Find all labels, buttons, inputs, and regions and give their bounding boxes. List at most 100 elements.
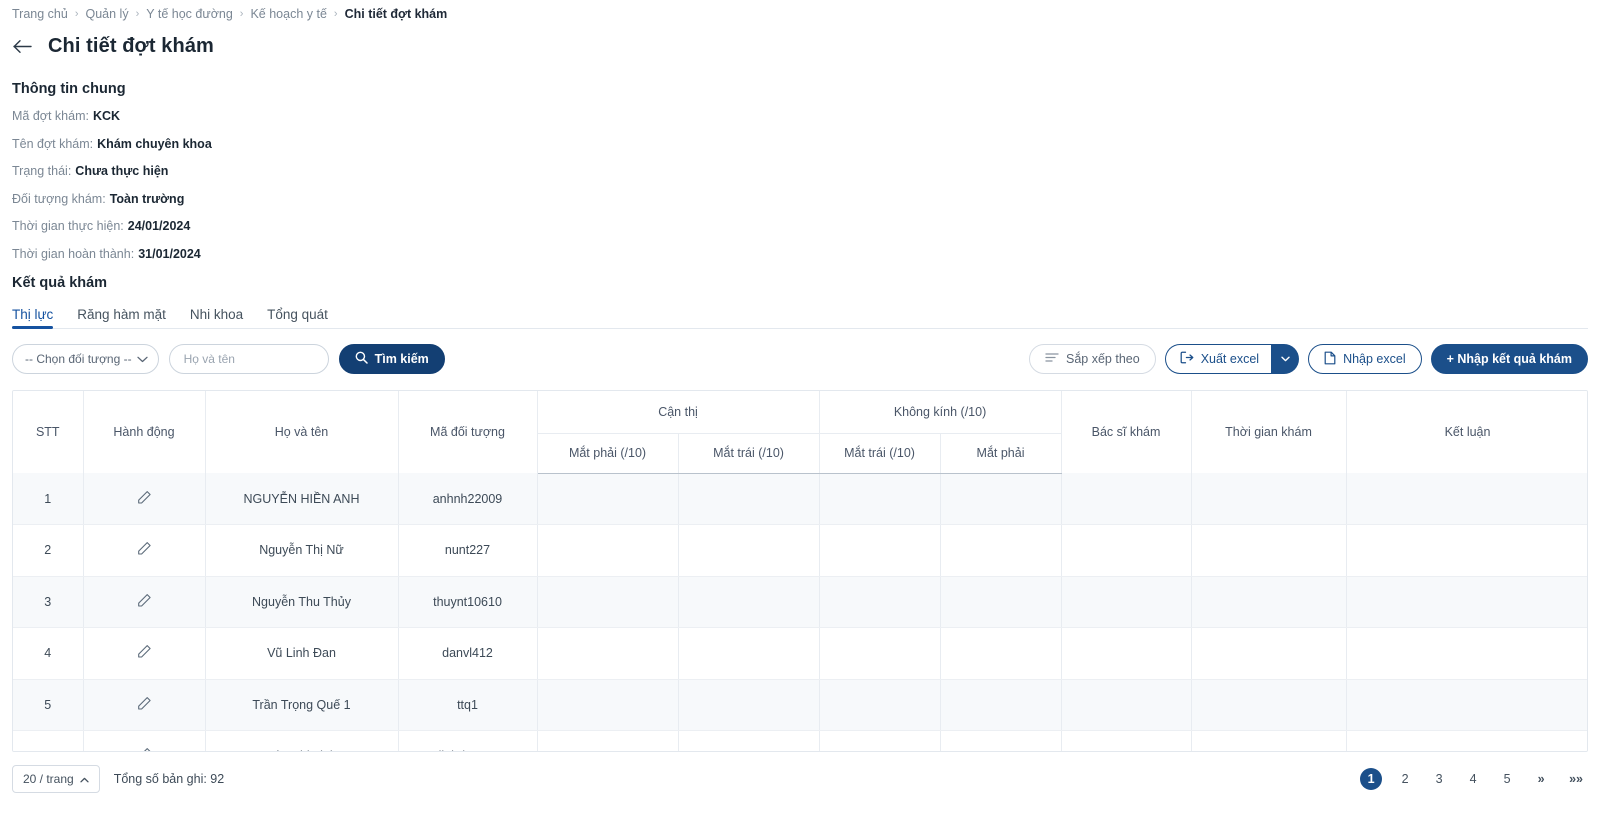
breadcrumb-item-home[interactable]: Trang chủ <box>12 7 68 21</box>
pencil-icon[interactable] <box>137 644 152 659</box>
page-2-button[interactable]: 2 <box>1401 772 1409 786</box>
table-row[interactable]: 5 Trần Trọng Quế 1 ttq1 <box>13 679 1587 731</box>
pencil-icon[interactable] <box>137 490 152 505</box>
cell-conclusion <box>1346 576 1587 628</box>
toolbar-left: -- Chọn đối tượng -- Tìm kiếm <box>12 344 445 374</box>
search-name-input[interactable] <box>168 344 329 374</box>
table-row[interactable]: 4 Vũ Linh Đan danvl412 <box>13 627 1587 680</box>
cell-canthi-left[interactable] <box>678 473 820 525</box>
arrow-left-icon[interactable] <box>12 36 32 56</box>
cell-canthi-right[interactable] <box>537 627 679 680</box>
info-label: Thời gian hoàn thành: <box>12 246 135 261</box>
cell-khongkinh-left[interactable] <box>819 730 941 751</box>
tab-rang-ham-mat[interactable]: Răng hàm mặt <box>77 307 166 322</box>
cell-khongkinh-left[interactable] <box>819 576 941 628</box>
page-5-button[interactable]: 5 <box>1503 772 1511 786</box>
cell-name: Nguyễn Thu Thủy <box>205 576 399 628</box>
general-info-list: Mã đợt khám: KCK Tên đợt khám: Khám chuyên… <box>12 110 1588 260</box>
cell-code: linhdt6829 <box>398 730 538 751</box>
table-group-header-row: STT Hành động Họ và tên Mã đối tượng Cận… <box>13 391 1587 473</box>
search-button[interactable]: Tìm kiếm <box>338 344 445 374</box>
table-row[interactable]: 3 Nguyễn Thu Thủy thuynt10610 <box>13 576 1587 628</box>
cell-doctor <box>1061 679 1192 731</box>
cell-khongkinh-right[interactable] <box>940 730 1062 751</box>
breadcrumb-separator-icon: › <box>239 8 244 20</box>
cell-conclusion <box>1346 473 1587 525</box>
th-group-khong-kinh: Không kính (/10) <box>819 391 1062 434</box>
cell-canthi-right[interactable] <box>537 473 679 525</box>
import-excel-button[interactable]: Nhập excel <box>1308 344 1422 374</box>
cell-canthi-right[interactable] <box>537 524 679 577</box>
info-value: 31/01/2024 <box>138 246 201 261</box>
cell-khongkinh-right[interactable] <box>940 473 1062 525</box>
table-row[interactable]: 6 Đào Thị Linh linhdt6829 <box>13 730 1587 751</box>
tab-tong-quat[interactable]: Tổng quát <box>267 307 328 322</box>
export-excel-button[interactable]: Xuất excel <box>1164 344 1272 374</box>
info-label: Trạng thái: <box>12 164 72 178</box>
cell-canthi-right[interactable] <box>537 576 679 628</box>
next-page-button[interactable]: » <box>1537 772 1545 786</box>
cell-canthi-left[interactable] <box>678 627 820 680</box>
page-1-button[interactable]: 1 <box>1360 768 1383 790</box>
breadcrumb-item-health-plan[interactable]: Kế hoạch y tế <box>250 7 327 21</box>
search-icon <box>355 351 368 367</box>
subject-select[interactable]: -- Chọn đối tượng -- <box>12 344 159 374</box>
cell-time <box>1191 679 1347 731</box>
cell-time <box>1191 473 1347 525</box>
cell-canthi-left[interactable] <box>678 576 820 628</box>
per-page-label: 20 / trang <box>23 772 74 786</box>
cell-canthi-left[interactable] <box>678 730 820 751</box>
cell-canthi-right[interactable] <box>537 679 679 731</box>
cell-name: Đào Thị Linh <box>205 730 399 751</box>
sort-lines-icon <box>1045 352 1059 366</box>
th-canthi-right: Mắt phải (/10) <box>537 433 679 474</box>
cell-khongkinh-left[interactable] <box>819 473 941 525</box>
cell-code: ttq1 <box>398 679 538 731</box>
cell-khongkinh-left[interactable] <box>819 524 941 577</box>
cell-name: NGUYỄN HIỀN ANH <box>205 473 399 525</box>
pencil-icon[interactable] <box>137 593 152 608</box>
export-excel-dropdown-toggle[interactable] <box>1271 344 1300 374</box>
enter-result-button[interactable]: + Nhập kết quả khám <box>1430 344 1588 374</box>
cell-canthi-left[interactable] <box>678 524 820 577</box>
per-page-select[interactable]: 20 / trang <box>12 765 100 793</box>
page-4-button[interactable]: 4 <box>1469 772 1477 786</box>
sort-button[interactable]: Sắp xếp theo <box>1029 344 1156 374</box>
cell-khongkinh-right[interactable] <box>940 679 1062 731</box>
total-records-label: Tổng số bản ghi: 92 <box>113 772 225 786</box>
table-row[interactable]: 2 Nguyễn Thị Nữ nunt227 <box>13 524 1587 577</box>
cell-conclusion <box>1346 524 1587 577</box>
cell-doctor <box>1061 473 1192 525</box>
results-heading: Kết quả khám <box>12 275 108 291</box>
page-title: Chi tiết đợt khám <box>48 34 214 57</box>
cell-khongkinh-left[interactable] <box>819 627 941 680</box>
cell-canthi-right[interactable] <box>537 730 679 751</box>
th-code: Mã đối tượng <box>398 391 538 473</box>
chevron-down-icon <box>136 352 148 366</box>
export-icon <box>1180 351 1194 367</box>
info-row-target: Đối tượng khám: Toàn trường <box>12 191 1588 206</box>
breadcrumb-item-school-health[interactable]: Y tế học đường <box>146 7 233 21</box>
info-value: 24/01/2024 <box>127 219 191 233</box>
table-row[interactable]: 1 NGUYỄN HIỀN ANH anhnh22009 <box>13 473 1587 525</box>
info-label: Tên đợt khám: <box>12 136 94 151</box>
page-3-button[interactable]: 3 <box>1435 772 1443 786</box>
tab-nhi-khoa[interactable]: Nhi khoa <box>189 307 244 322</box>
cell-time <box>1191 576 1347 628</box>
breadcrumb-item-current: Chi tiết đợt khám <box>344 7 448 21</box>
cell-khongkinh-left[interactable] <box>819 679 941 731</box>
last-page-button[interactable]: »» <box>1569 772 1583 786</box>
pencil-icon[interactable] <box>137 747 152 751</box>
tab-thi-luc[interactable]: Thị lực <box>12 307 54 329</box>
breadcrumb-item-management[interactable]: Quản lý <box>85 7 129 21</box>
cell-khongkinh-right[interactable] <box>940 524 1062 577</box>
cell-canthi-left[interactable] <box>678 679 820 731</box>
cell-stt: 1 <box>13 473 84 525</box>
cell-code: anhnh22009 <box>398 473 538 525</box>
pencil-icon[interactable] <box>137 696 152 711</box>
pencil-icon[interactable] <box>137 541 152 556</box>
cell-khongkinh-right[interactable] <box>940 576 1062 628</box>
info-value: KCK <box>92 109 121 123</box>
cell-khongkinh-right[interactable] <box>940 627 1062 680</box>
info-label: Đối tượng khám: <box>12 191 106 206</box>
